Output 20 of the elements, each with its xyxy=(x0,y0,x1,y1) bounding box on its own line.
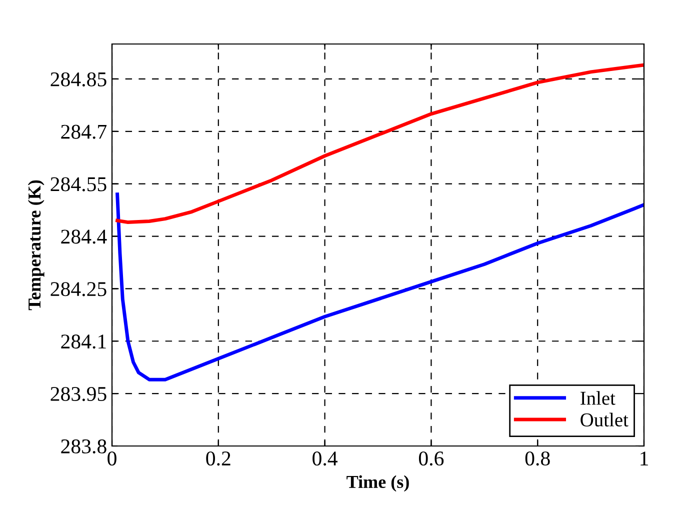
y-tick-label: 284.55 xyxy=(50,177,106,192)
x-tick-label: 0.8 xyxy=(525,451,550,466)
y-tick-label: 283.95 xyxy=(50,386,106,402)
x-tick-label: 0.6 xyxy=(418,451,444,466)
x-axis-title: Time (s) xyxy=(346,475,409,492)
y-tick-label: 284.1 xyxy=(61,334,106,349)
legend-label: Outlet xyxy=(580,412,628,426)
y-tick-label: 283.8 xyxy=(61,439,106,454)
x-tick-label: 0 xyxy=(108,451,116,466)
y-tick-label: 284.7 xyxy=(61,124,107,139)
line-series xyxy=(116,192,644,382)
x-tick-label: 1 xyxy=(640,452,648,466)
y-tick-label: 284.4 xyxy=(61,230,107,244)
line-series xyxy=(116,63,644,224)
y-tick-label: 284.25 xyxy=(50,282,106,296)
y-tick-label: 284.85 xyxy=(50,72,106,86)
x-tick-label: 0.4 xyxy=(312,451,338,466)
legend-label: Inlet xyxy=(580,391,616,405)
y-axis-title: Temperature (K) xyxy=(28,180,44,310)
x-tick-label: 0.2 xyxy=(206,451,230,466)
